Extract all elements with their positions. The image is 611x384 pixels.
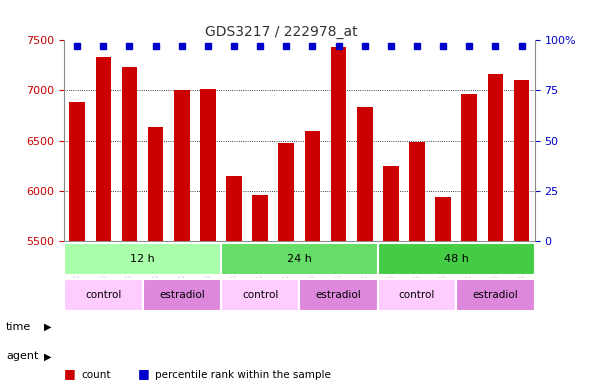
Bar	[64, 279, 142, 311]
Bar	[70, 103, 85, 241]
Bar	[221, 243, 378, 275]
Bar	[383, 166, 399, 241]
Bar	[514, 80, 529, 241]
Bar	[252, 195, 268, 241]
Text: count: count	[81, 370, 111, 380]
Bar	[409, 142, 425, 241]
Bar	[221, 279, 299, 311]
Bar	[279, 142, 294, 241]
Bar	[435, 197, 451, 241]
Text: control: control	[242, 290, 279, 300]
Bar	[378, 243, 535, 275]
Text: ▶: ▶	[44, 351, 51, 361]
Text: agent: agent	[6, 351, 38, 361]
Bar	[331, 47, 346, 241]
Text: ■: ■	[137, 367, 149, 380]
Bar	[488, 74, 503, 241]
Text: ▶: ▶	[44, 322, 51, 332]
Bar	[357, 108, 373, 241]
Text: 48 h: 48 h	[444, 254, 469, 264]
Text: time: time	[6, 322, 31, 332]
Text: control: control	[399, 290, 435, 300]
Bar	[122, 67, 137, 241]
Text: 24 h: 24 h	[287, 254, 312, 264]
Bar	[200, 89, 216, 241]
Bar	[305, 131, 320, 241]
Text: estradiol: estradiol	[159, 290, 205, 300]
Bar	[64, 243, 221, 275]
Bar	[299, 279, 378, 311]
Text: estradiol: estradiol	[316, 290, 362, 300]
Bar	[226, 175, 242, 241]
Text: ■: ■	[64, 367, 76, 380]
Bar	[148, 126, 164, 241]
Text: GDS3217 / 222978_at: GDS3217 / 222978_at	[205, 25, 357, 39]
Text: control: control	[85, 290, 122, 300]
Text: estradiol: estradiol	[472, 290, 518, 300]
Bar	[461, 94, 477, 241]
Text: percentile rank within the sample: percentile rank within the sample	[155, 370, 331, 380]
Bar	[378, 279, 456, 311]
Bar	[95, 57, 111, 241]
Text: 12 h: 12 h	[130, 254, 155, 264]
Bar	[142, 279, 221, 311]
Bar	[456, 279, 535, 311]
Bar	[174, 91, 189, 241]
